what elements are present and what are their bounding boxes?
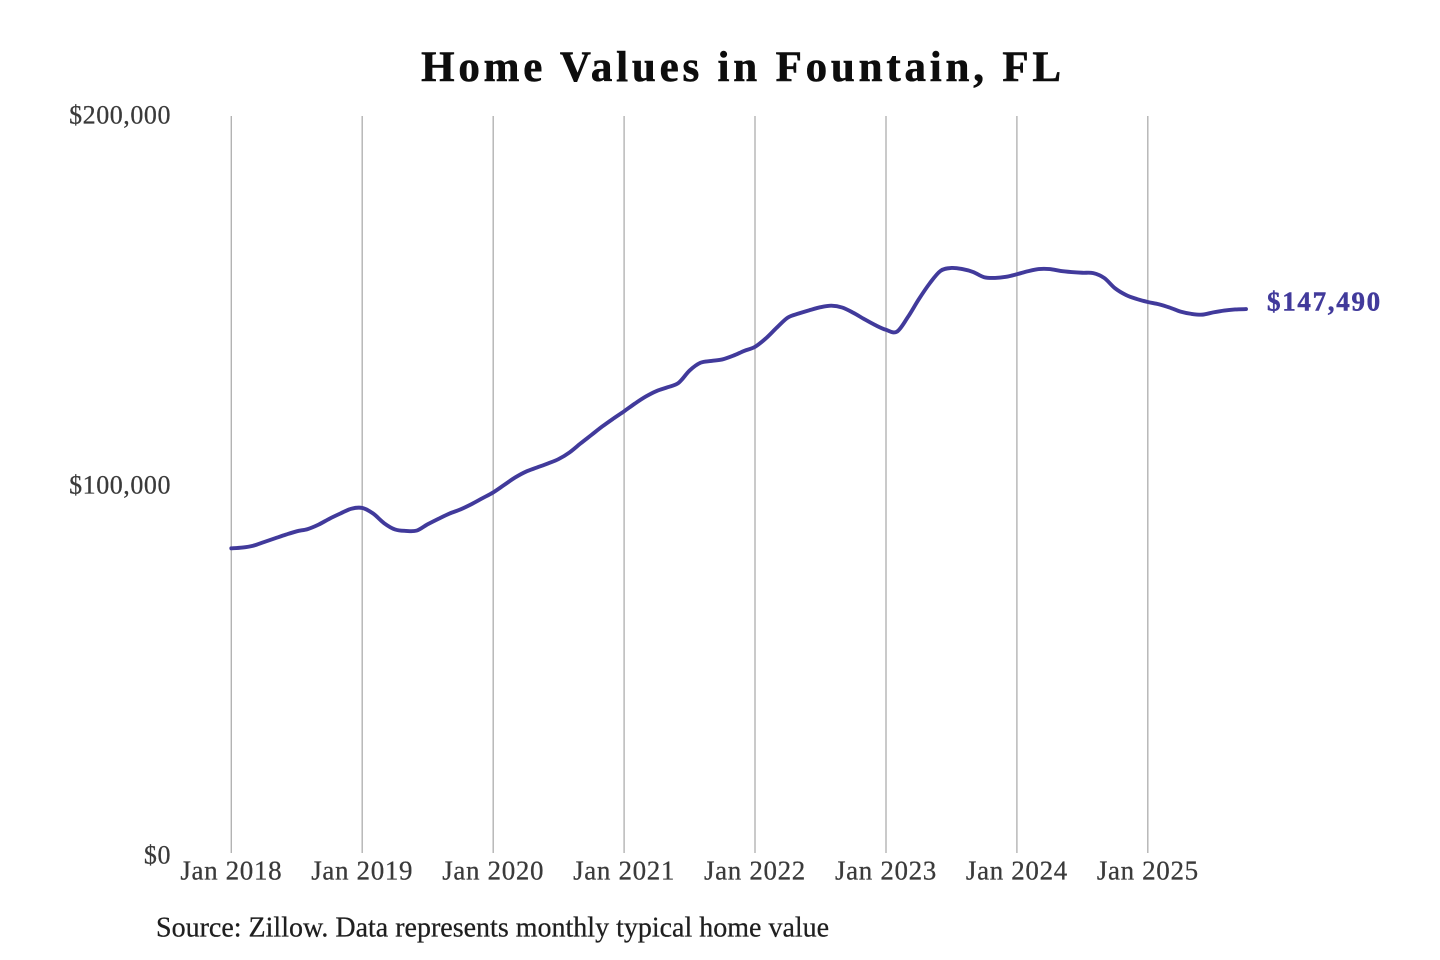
svg-text:$0: $0 bbox=[144, 841, 171, 870]
svg-text:Jan 2025: Jan 2025 bbox=[1097, 856, 1199, 886]
svg-text:$100,000: $100,000 bbox=[69, 471, 171, 500]
svg-text:$147,490: $147,490 bbox=[1267, 287, 1382, 317]
svg-text:Jan 2021: Jan 2021 bbox=[573, 856, 675, 886]
svg-text:Jan 2019: Jan 2019 bbox=[311, 856, 413, 886]
svg-text:Source: Zillow. Data represent: Source: Zillow. Data represents monthly … bbox=[156, 913, 829, 944]
svg-text:Jan 2024: Jan 2024 bbox=[966, 856, 1068, 886]
svg-text:Jan 2020: Jan 2020 bbox=[442, 856, 544, 886]
svg-text:$200,000: $200,000 bbox=[69, 101, 171, 130]
svg-text:Jan 2023: Jan 2023 bbox=[835, 856, 937, 886]
svg-text:Jan 2018: Jan 2018 bbox=[180, 856, 282, 886]
svg-text:Jan 2022: Jan 2022 bbox=[704, 856, 806, 886]
svg-text:Home Values in Fountain, FL: Home Values in Fountain, FL bbox=[421, 44, 1065, 91]
